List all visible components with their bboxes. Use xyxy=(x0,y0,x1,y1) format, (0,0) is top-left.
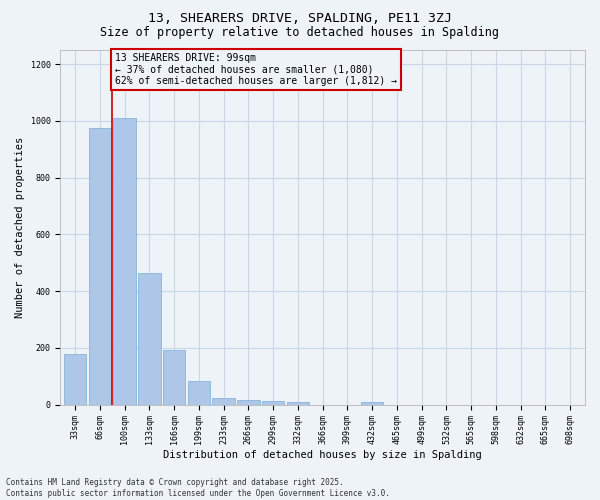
Bar xyxy=(287,402,309,404)
Bar xyxy=(163,350,185,405)
Bar xyxy=(113,118,136,405)
Bar xyxy=(212,398,235,404)
Text: 13, SHEARERS DRIVE, SPALDING, PE11 3ZJ: 13, SHEARERS DRIVE, SPALDING, PE11 3ZJ xyxy=(148,12,452,26)
Bar xyxy=(188,380,210,404)
Text: 13 SHEARERS DRIVE: 99sqm
← 37% of detached houses are smaller (1,080)
62% of sem: 13 SHEARERS DRIVE: 99sqm ← 37% of detach… xyxy=(115,53,397,86)
Bar xyxy=(262,402,284,404)
Text: Contains HM Land Registry data © Crown copyright and database right 2025.
Contai: Contains HM Land Registry data © Crown c… xyxy=(6,478,390,498)
Y-axis label: Number of detached properties: Number of detached properties xyxy=(15,136,25,318)
Text: Size of property relative to detached houses in Spalding: Size of property relative to detached ho… xyxy=(101,26,499,39)
Bar xyxy=(138,273,161,404)
X-axis label: Distribution of detached houses by size in Spalding: Distribution of detached houses by size … xyxy=(163,450,482,460)
Bar xyxy=(64,354,86,405)
Bar xyxy=(237,400,260,404)
Bar xyxy=(89,128,111,404)
Bar xyxy=(361,402,383,404)
